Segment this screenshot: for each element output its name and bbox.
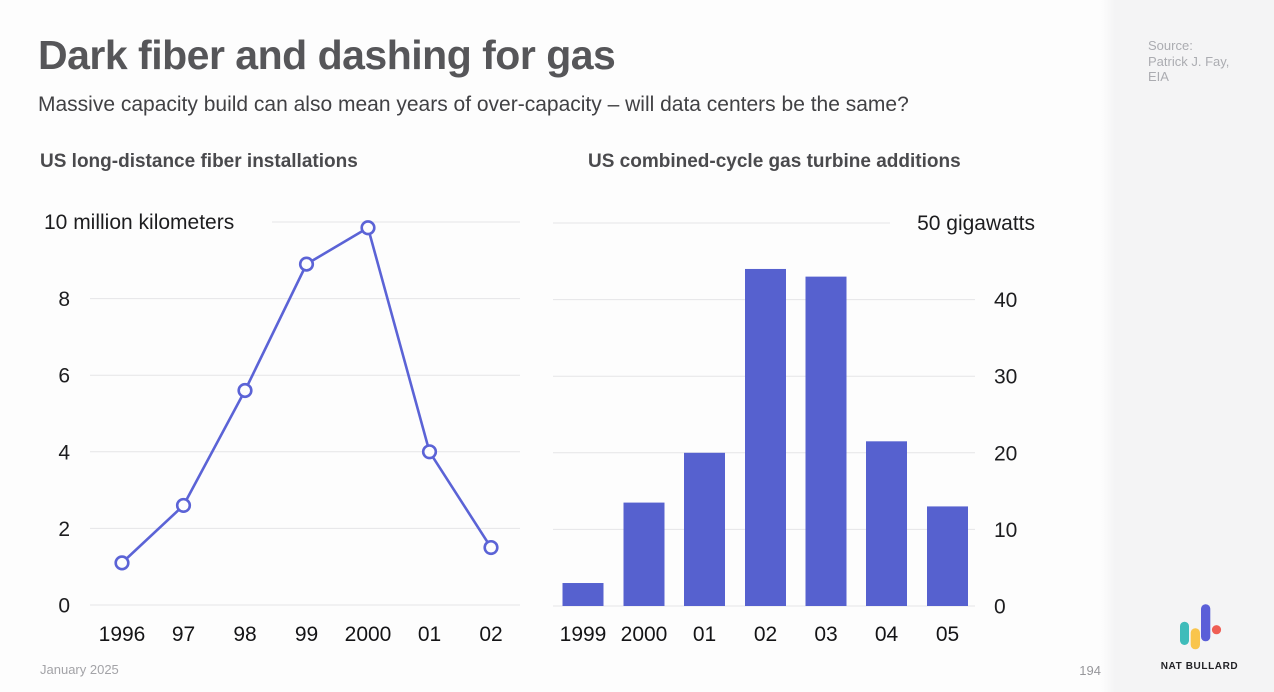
data-point-marker: [298, 256, 315, 272]
y-tick-label: 4: [58, 441, 70, 464]
x-tick-label: 1996: [99, 623, 146, 646]
x-tick-label: 03: [814, 623, 837, 646]
bar: [805, 276, 847, 606]
data-point-marker: [483, 539, 499, 556]
bar: [927, 506, 968, 606]
nat-bullard-logo-icon: [1180, 604, 1222, 650]
sidebar-fade: [1101, 0, 1115, 692]
y-tick-label: 6: [58, 365, 70, 388]
x-tick-label: 05: [936, 623, 959, 646]
bar: [684, 452, 725, 606]
bar: [866, 441, 907, 606]
logo-bar-teal: [1180, 621, 1189, 645]
x-tick-label: 01: [418, 623, 441, 646]
data-point-marker: [114, 555, 130, 571]
x-tick-label: 97: [172, 623, 195, 646]
page-number: 194: [1079, 663, 1101, 678]
right-sidebar: [1115, 0, 1274, 692]
x-tick-label: 02: [479, 623, 502, 646]
logo-dot-red: [1211, 625, 1222, 635]
data-point-marker: [237, 382, 253, 399]
y-tick-label: 20: [994, 442, 1017, 465]
data-point-marker: [175, 497, 192, 514]
y-tick-label: 0: [994, 596, 1006, 619]
x-tick-label: 04: [875, 623, 899, 646]
source-line: Patrick J. Fay,: [1148, 53, 1230, 69]
bar: [623, 502, 665, 606]
x-tick-label: 1999: [560, 623, 607, 646]
source-line: EIA: [1148, 69, 1169, 84]
y-tick-label: 0: [58, 595, 70, 618]
footer-date: January 2025: [40, 662, 119, 677]
y-tick-label: 40: [994, 289, 1017, 312]
logo-bar-purple: [1201, 604, 1211, 642]
y-tick-label: 2: [58, 518, 70, 541]
logo-bar-yellow: [1190, 628, 1200, 650]
source-line: Source:: [1148, 38, 1193, 53]
data-point-marker: [360, 220, 376, 236]
axis-unit-label: 50 gigawatts: [917, 212, 1035, 235]
page-subtitle: Massive capacity build can also mean yea…: [38, 93, 909, 116]
bar: [745, 268, 786, 606]
left-chart-title: US long-distance fiber installations: [40, 151, 358, 172]
bar: [562, 583, 604, 606]
x-tick-label: 99: [295, 623, 318, 646]
data-point-marker: [421, 444, 438, 460]
x-tick-label: 02: [754, 623, 777, 646]
x-tick-label: 2000: [345, 623, 392, 646]
y-tick-label: 30: [994, 366, 1017, 389]
line-series: [121, 226, 493, 564]
x-tick-label: 98: [233, 623, 256, 646]
y-tick-label: 8: [58, 288, 70, 311]
logo-wordmark: NAT BULLARD: [1160, 661, 1239, 672]
x-tick-label: 2000: [621, 623, 668, 646]
y-tick-label: 10: [994, 519, 1017, 542]
x-tick-label: 01: [693, 623, 716, 646]
axis-unit-label: 10 million kilometers: [44, 211, 234, 234]
right-chart-title: US combined-cycle gas turbine additions: [588, 151, 961, 172]
page-title: Dark fiber and dashing for gas: [38, 32, 616, 78]
source-note: Source: Patrick J. Fay, EIA: [1148, 38, 1229, 85]
